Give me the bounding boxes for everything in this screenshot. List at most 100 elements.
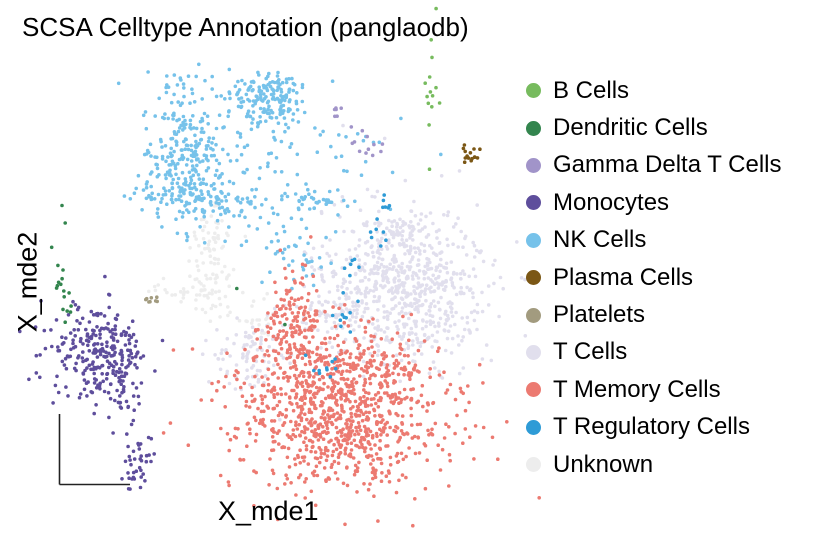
scatter-point: [311, 197, 316, 201]
scatter-point: [160, 338, 165, 343]
scatter-point: [257, 421, 262, 426]
scatter-point: [332, 320, 337, 325]
scatter-point: [300, 82, 305, 87]
scatter-point: [73, 334, 77, 338]
scatter-point: [330, 79, 335, 83]
scatter-point: [334, 252, 338, 257]
scatter-point: [124, 365, 128, 370]
scatter-point: [372, 350, 377, 355]
scatter-point: [317, 300, 321, 304]
scatter-point: [388, 425, 392, 430]
scatter-point: [273, 310, 278, 315]
scatter-point: [355, 490, 359, 494]
scatter-point: [331, 449, 336, 454]
scatter-point: [450, 301, 454, 306]
scatter-point: [337, 306, 341, 311]
scatter-point: [346, 417, 351, 422]
scatter-point: [255, 348, 260, 352]
scatter-point: [374, 281, 379, 286]
scatter-point: [124, 330, 129, 335]
scatter-point: [169, 100, 174, 105]
scatter-point: [350, 384, 354, 389]
scatter-point: [352, 377, 356, 381]
scatter-point: [433, 421, 438, 426]
scatter-point: [339, 348, 343, 353]
scatter-point: [411, 339, 415, 343]
scatter-point: [294, 367, 299, 372]
scatter-point: [375, 189, 380, 194]
scatter-point: [403, 397, 407, 401]
scatter-point: [248, 114, 252, 119]
scatter-point: [426, 335, 431, 340]
scatter-point: [260, 359, 265, 363]
scatter-point: [391, 401, 396, 406]
scatter-point: [252, 415, 257, 420]
scatter-point: [130, 355, 135, 360]
scatter-point: [287, 395, 292, 399]
scatter-point: [165, 290, 169, 295]
legend-item: NK Cells: [526, 222, 782, 259]
scatter-point: [163, 189, 168, 193]
scatter-point: [181, 211, 185, 215]
scatter-point: [288, 288, 292, 293]
scatter-point: [107, 305, 111, 310]
scatter-point: [418, 422, 423, 427]
scatter-point: [376, 390, 381, 395]
scatter-point: [191, 114, 195, 118]
scatter-point: [434, 265, 439, 270]
scatter-point: [418, 294, 423, 299]
scatter-point: [501, 286, 506, 291]
scatter-point: [284, 414, 289, 418]
scatter-point: [423, 287, 428, 291]
scatter-point: [94, 386, 99, 390]
scatter-point: [281, 356, 286, 360]
scatter-point: [339, 397, 344, 401]
scatter-point: [336, 381, 340, 386]
scatter-point: [444, 266, 449, 270]
scatter-point: [206, 246, 211, 251]
scatter-point: [224, 231, 229, 236]
scatter-point: [225, 336, 230, 341]
scatter-point: [278, 110, 283, 115]
scatter-point: [462, 272, 467, 277]
scatter-point: [102, 314, 107, 318]
scatter-point: [87, 363, 92, 368]
scatter-point: [127, 476, 131, 481]
scatter-point: [218, 473, 223, 478]
scatter-point: [295, 380, 300, 384]
scatter-point: [445, 270, 450, 275]
scatter-point: [272, 321, 277, 326]
scatter-point: [394, 304, 398, 308]
scatter-point: [153, 299, 158, 303]
scatter-point: [414, 273, 419, 278]
scatter-point: [298, 433, 303, 438]
scatter-point: [202, 214, 206, 219]
scatter-point: [319, 359, 324, 363]
scatter-point: [471, 295, 475, 300]
scatter-point: [314, 289, 319, 293]
scatter-point: [287, 77, 291, 81]
scatter-point: [95, 355, 100, 359]
scatter-point: [129, 335, 134, 340]
scatter-point: [273, 349, 278, 354]
scatter-point: [407, 331, 412, 335]
scatter-point: [461, 245, 465, 249]
scatter-point: [305, 349, 310, 353]
scatter-point: [279, 346, 284, 351]
scatter-point: [458, 277, 463, 281]
scatter-point: [303, 305, 308, 310]
scatter-point: [188, 118, 193, 123]
scatter-point: [193, 206, 198, 211]
scatter-point: [131, 449, 136, 454]
scatter-point: [112, 353, 116, 357]
scatter-point: [277, 429, 281, 433]
scatter-point: [381, 205, 385, 210]
scatter-point: [428, 375, 433, 380]
scatter-point: [172, 149, 176, 154]
scatter-point: [121, 387, 126, 392]
scatter-point: [299, 418, 304, 423]
scatter-point: [243, 330, 248, 335]
scatter-point: [228, 437, 233, 442]
scatter-point: [390, 267, 395, 272]
scatter-point: [260, 328, 265, 333]
